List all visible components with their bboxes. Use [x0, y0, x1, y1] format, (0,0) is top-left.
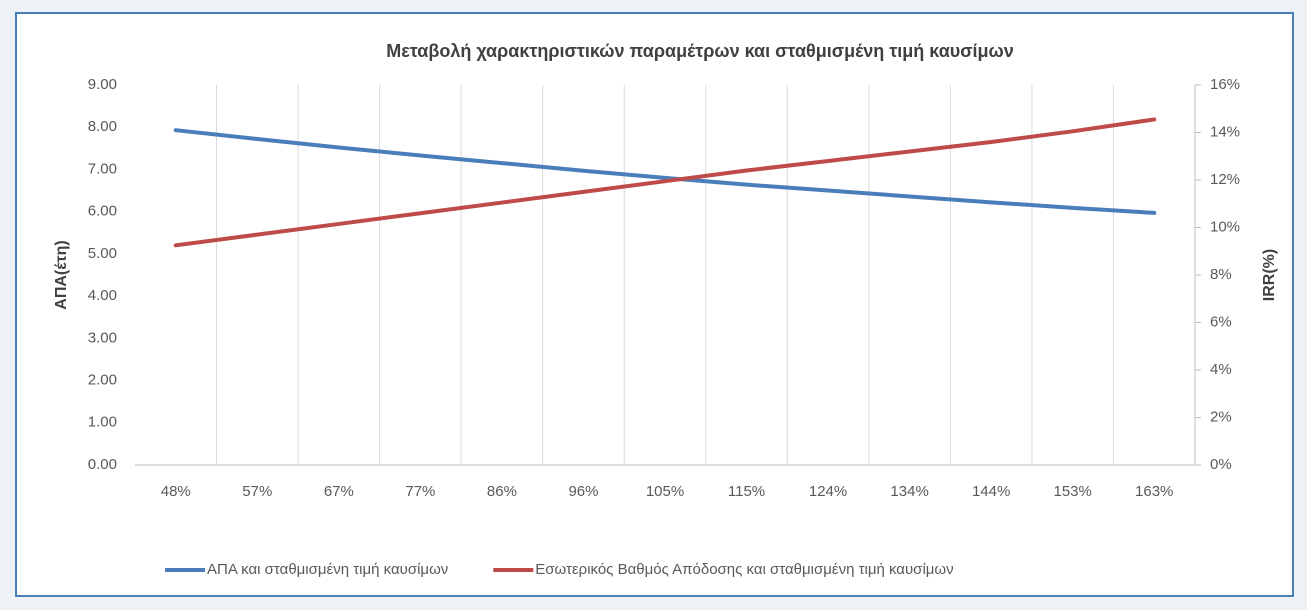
x-tick-label: 86%: [487, 483, 517, 500]
x-tick-label: 57%: [242, 483, 272, 500]
x-tick-label: 163%: [1135, 483, 1173, 500]
legend-label: Εσωτερικός Βαθμός Απόδοσης και σταθμισμέ…: [535, 561, 953, 578]
y2-tick-label: 0%: [1210, 456, 1232, 473]
y2-tick-label: 6%: [1210, 313, 1232, 330]
x-tick-label: 134%: [890, 483, 928, 500]
y2-tick-label: 2%: [1210, 408, 1232, 425]
x-tick-label: 67%: [324, 483, 354, 500]
chart-frame: [15, 12, 1294, 597]
x-tick-label: 105%: [646, 483, 684, 500]
x-tick-label: 115%: [728, 483, 765, 500]
y-tick-label: 5.00: [88, 245, 117, 262]
y-tick-label: 4.00: [88, 287, 117, 304]
y2-tick-label: 8%: [1210, 266, 1232, 283]
legend-label: ΑΠΑ και σταθμισμένη τιμή καυσίμων: [207, 561, 448, 578]
y-axis-label: ΑΠΑ(έτη): [53, 240, 70, 309]
y-tick-label: 2.00: [88, 372, 117, 389]
series-line: [173, 117, 1157, 248]
y2-tick-label: 14%: [1210, 123, 1240, 140]
y-tick-label: 8.00: [88, 118, 117, 135]
x-tick-label: 48%: [161, 483, 191, 500]
y2-tick-label: 4%: [1210, 361, 1232, 378]
y2-tick-label: 12%: [1210, 171, 1240, 188]
y-tick-label: 7.00: [88, 160, 117, 177]
x-tick-label: 153%: [1054, 483, 1092, 500]
y2-tick-label: 10%: [1210, 218, 1240, 235]
y2-tick-label: 16%: [1210, 76, 1240, 93]
x-tick-label: 144%: [972, 483, 1010, 500]
x-tick-label: 77%: [405, 483, 435, 500]
y-tick-label: 0.00: [88, 456, 117, 473]
x-tick-label: 96%: [568, 483, 598, 500]
y-tick-label: 1.00: [88, 414, 117, 431]
y2-axis-label: IRR(%): [1261, 249, 1278, 301]
y-tick-label: 3.00: [88, 329, 117, 346]
chart-title: Μεταβολή χαρακτηριστικών παραμέτρων και …: [386, 41, 1014, 61]
y-tick-label: 6.00: [88, 203, 117, 220]
x-tick-label: 124%: [809, 483, 847, 500]
series-line: [173, 128, 1157, 215]
y-tick-label: 9.00: [88, 76, 117, 93]
